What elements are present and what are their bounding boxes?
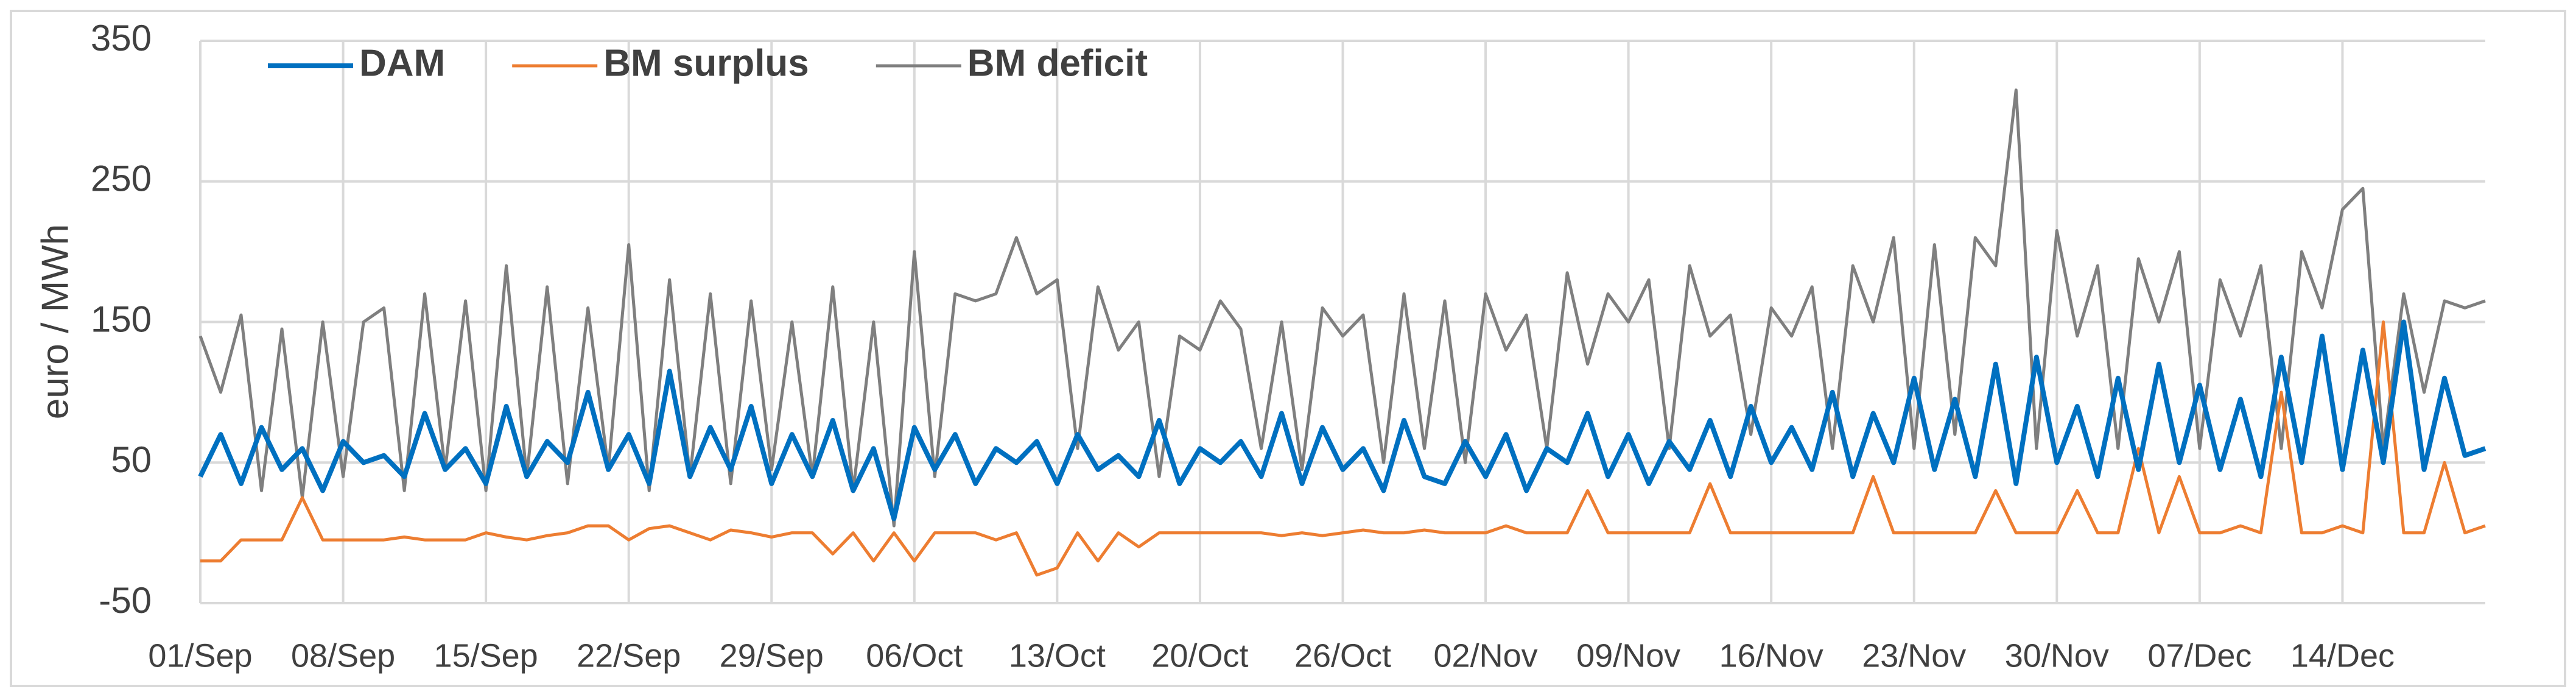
x-tick-label: 07/Dec	[2147, 637, 2251, 674]
legend-label: DAM	[359, 42, 445, 84]
x-tick-label: 01/Sep	[148, 637, 252, 674]
x-tick-label: 26/Oct	[1294, 637, 1391, 674]
series-line	[198, 319, 2487, 521]
series-line	[198, 88, 2486, 528]
x-tick-label: 20/Oct	[1151, 637, 1248, 674]
x-tick-label: 15/Sep	[434, 637, 538, 674]
chart-frame	[10, 10, 2566, 687]
x-tick-label: 30/Nov	[2005, 637, 2109, 674]
x-tick-label: 02/Nov	[1434, 637, 1538, 674]
x-tick-label: 14/Dec	[2290, 637, 2395, 674]
legend-label: BM deficit	[967, 42, 1148, 84]
legend-label: BM surplus	[603, 42, 809, 84]
x-tick-label: 29/Sep	[720, 637, 824, 674]
x-tick-label: 09/Nov	[1576, 637, 1680, 674]
series-line	[200, 320, 2486, 577]
y-tick-label: 150	[91, 299, 152, 339]
x-tick-label: 16/Nov	[1719, 637, 1823, 674]
y-tick-label: -50	[99, 580, 152, 621]
x-tick-label: 06/Oct	[866, 637, 963, 674]
x-tick-label: 22/Sep	[577, 637, 681, 674]
x-tick-label: 13/Oct	[1009, 637, 1106, 674]
x-tick-label: 23/Nov	[1862, 637, 1966, 674]
y-axis-label: euro / MWh	[34, 224, 76, 419]
y-tick-label: 250	[91, 158, 152, 199]
y-tick-label: 350	[91, 18, 152, 58]
y-tick-label: 50	[111, 439, 152, 480]
x-tick-label: 08/Sep	[291, 637, 395, 674]
